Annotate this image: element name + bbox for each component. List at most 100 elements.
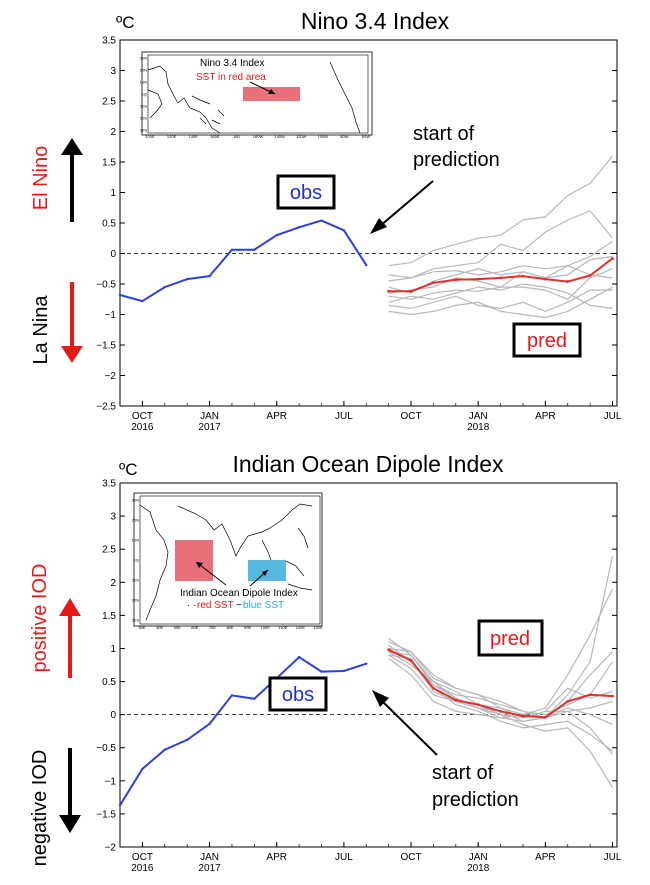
inset-lat-label: 20S xyxy=(140,116,147,121)
nino-obs-point xyxy=(253,248,256,252)
iod-panel: Indian Ocean Dipole Index ºC −2−1.5−1−0.… xyxy=(96,451,622,874)
iod-pred-mean xyxy=(387,648,614,719)
inset-lat-label: EQ xyxy=(133,558,139,563)
inset-lon-label: 120W xyxy=(296,134,307,139)
nino-ytick-label: 1.5 xyxy=(102,158,116,169)
iod-xtick-year: 2018 xyxy=(467,863,490,874)
down-arrow-red-icon xyxy=(61,282,83,363)
nino-obs-point xyxy=(141,299,144,303)
nino-ytick-label: −2.5 xyxy=(96,402,116,413)
iod-xtick-year: 2017 xyxy=(198,863,221,874)
iod-ytick-label: −1.5 xyxy=(96,809,116,820)
inset-lon-label: 100E xyxy=(261,625,271,630)
nino-pred-mean-point xyxy=(454,278,458,282)
inset-lat-label: 20N xyxy=(132,518,139,523)
nino-obs-point xyxy=(208,274,211,278)
iod-ensemble-member-line xyxy=(388,638,614,788)
iod-obs-point xyxy=(185,738,189,741)
inset-lon-label: 100E xyxy=(145,134,155,139)
nino-xtick-label: JUL xyxy=(604,411,622,422)
iod-xtick-label: OCT xyxy=(400,852,421,863)
iod-obs-point xyxy=(118,804,122,807)
inset-lon-label: 140E xyxy=(189,134,199,139)
nino-xtick-label: JAN xyxy=(469,411,488,422)
nino-xtick-year: 2018 xyxy=(467,422,490,433)
inset-lon-label: 120E xyxy=(296,625,306,630)
nino-ensemble-member-line xyxy=(388,240,613,279)
nino-unit: ºC xyxy=(116,13,135,32)
nino-inset-lat-labels: 30N 20N 10N EQ 10S 20S 30S xyxy=(140,56,148,133)
nino-obs-point xyxy=(320,219,323,222)
nino-pred-mean-point xyxy=(588,274,592,277)
side-label-el-nino: El Nino xyxy=(30,146,52,210)
inset-lon-label: 60W xyxy=(362,134,370,139)
iod-ensemble-member-line xyxy=(388,555,614,719)
side-label-la-nina: La Nina xyxy=(30,295,52,365)
nino-ensemble-member-line xyxy=(388,286,613,319)
nino-start-note-2: prediction xyxy=(413,149,500,171)
inset-lat-label: 10N xyxy=(132,538,139,543)
nino-xtick-label: OCT xyxy=(400,411,421,422)
inset-lon-label: 70E xyxy=(209,625,216,630)
inset-lat-label: 30N xyxy=(132,498,139,503)
iod-pred-mean-point xyxy=(588,693,592,697)
nino-pred-box xyxy=(512,322,582,358)
nino-xtick-year: 2016 xyxy=(131,422,154,433)
nino-ensemble-member-line xyxy=(388,283,613,309)
nino-pred-mean-point xyxy=(611,256,614,260)
inset-lon-label: 90E xyxy=(244,625,251,630)
nino-inset-lon-labels: 100E 120E 140E 160E 180 160W 140W 120W 100W 80W 60… xyxy=(145,134,370,139)
iod-xtick-label: APR xyxy=(266,852,287,863)
iod-pred-label: pred xyxy=(490,628,530,650)
iod-obs-label: obs xyxy=(282,684,314,706)
iod-y-axis: −2 −1.5 −1 −0.5 0 0.5 1 1.5 2 2.5 3 3.5 xyxy=(96,479,617,854)
iod-ytick-label: 2 xyxy=(110,578,116,589)
iod-inset-red-label: red SST xyxy=(197,600,234,611)
iod-obs-point xyxy=(365,662,368,665)
inset-lat-label: 20S xyxy=(132,598,139,603)
iod-pred-mean-point xyxy=(499,709,502,713)
side-label-negative-iod: negative IOD xyxy=(29,750,51,867)
side-annotations: El Nino La Nina positive IOD negative IO… xyxy=(29,138,83,866)
inset-lon-label: 120E xyxy=(167,134,177,139)
iod-ytick-label: −0.5 xyxy=(96,743,116,754)
iod-inset-dash: − xyxy=(236,600,242,611)
nino-xtick-year: 2017 xyxy=(198,422,221,433)
iod-west-box xyxy=(175,540,213,581)
nino-ytick-label: −0.5 xyxy=(96,280,116,291)
up-arrow-black-icon xyxy=(61,138,83,222)
nino-xtick-label: APR xyxy=(535,411,556,422)
iod-inset-lon-labels: 30E 40E 50E 60E 70E 80E 90E 100E 110E 120E 130E xyxy=(138,625,323,630)
nino-obs-box xyxy=(276,174,336,210)
iod-pred-mean-point xyxy=(454,698,458,702)
up-arrow-red-icon xyxy=(59,598,81,678)
nino-xtick-label: APR xyxy=(266,411,287,422)
iod-obs-point xyxy=(230,694,234,697)
nino-pred-mean-point xyxy=(521,274,525,278)
iod-ytick-label: 1 xyxy=(110,644,116,655)
nino-ytick-label: −1.5 xyxy=(96,341,116,352)
iod-obs-point xyxy=(342,669,346,673)
nino-ensemble-members xyxy=(388,155,613,319)
iod-ytick-label: 2.5 xyxy=(102,545,116,556)
iod-unit: ºC xyxy=(119,460,138,479)
iod-pred-mean-point xyxy=(543,715,547,719)
iod-pred-mean-point xyxy=(566,700,570,703)
nino-ytick-label: 0 xyxy=(110,249,116,260)
down-arrow-black-icon xyxy=(59,748,81,833)
nino-pred-mean-point xyxy=(432,281,435,285)
iod-ytick-label: 0.5 xyxy=(102,677,116,688)
iod-obs-point xyxy=(163,748,166,751)
iod-ytick-label: 0 xyxy=(110,710,116,721)
iod-inset-title: Indian Ocean Dipole Index xyxy=(180,588,298,599)
iod-pred-mean-point xyxy=(432,686,435,690)
nino-ytick-label: 3 xyxy=(110,66,116,77)
nino-ytick-label: −2 xyxy=(105,371,117,382)
iod-pred-mean-line xyxy=(388,648,613,719)
iod-pred-mean-point xyxy=(387,648,391,652)
inset-lon-label: 40E xyxy=(156,625,163,630)
iod-start-note-1: start of xyxy=(432,762,494,784)
iod-ensemble-member-line xyxy=(388,651,613,716)
iod-ensemble-members xyxy=(388,555,614,788)
